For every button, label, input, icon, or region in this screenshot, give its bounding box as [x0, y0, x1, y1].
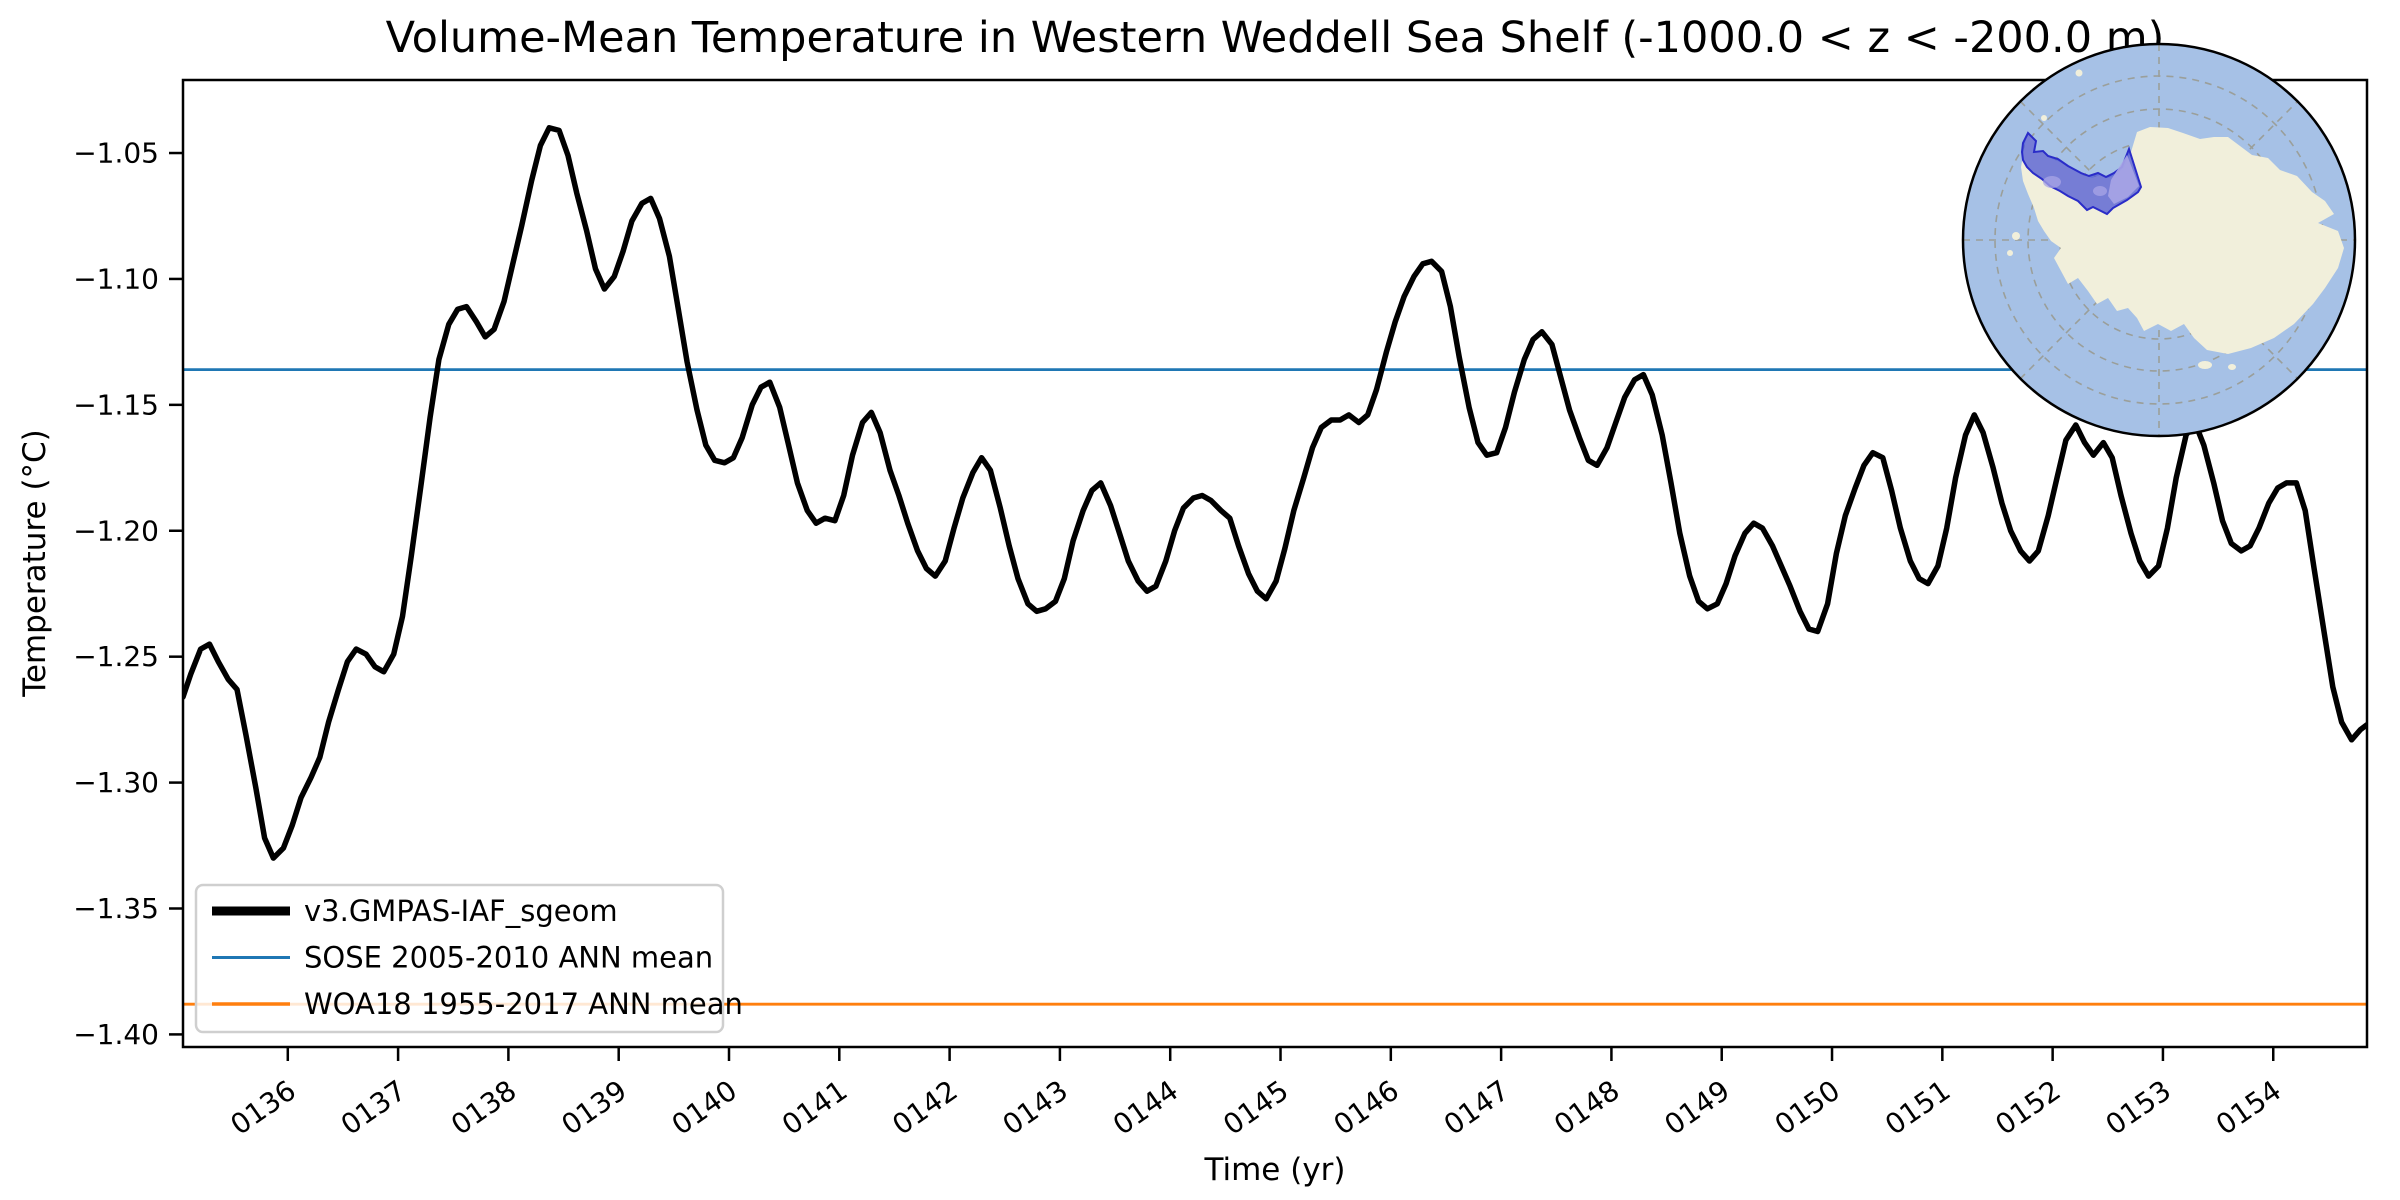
axes-frame [181, 78, 2369, 1049]
y-tick-label: −1.05 [73, 137, 159, 170]
x-tick-label: 0145 [1217, 1074, 1294, 1142]
y-tick-label: −1.30 [73, 766, 159, 799]
legend-entry-label: v3.GMPAS-IAF_sgeom [304, 894, 618, 928]
legend-entry-label: WOA18 1955-2017 ANN mean [304, 987, 743, 1021]
legend-box [194, 883, 725, 1034]
x-tick-label: 0139 [555, 1074, 632, 1142]
x-tick-label: 0141 [776, 1074, 853, 1142]
x-tick-label: 0142 [886, 1074, 963, 1142]
x-tick-label: 0144 [1107, 1074, 1184, 1142]
antarctica-inset-map [1961, 42, 2357, 438]
x-tick-label: 0150 [1769, 1074, 1846, 1142]
x-axis-label: Time (yr) [1204, 1152, 1346, 1188]
chart-title: Volume-Mean Temperature in Western Wedde… [386, 13, 2165, 63]
y-tick-label: −1.15 [73, 388, 159, 421]
y-tick-label: −1.35 [73, 892, 159, 925]
x-tick-label: 0143 [997, 1074, 1074, 1142]
y-axis-label: Temperature (°C) [17, 429, 53, 698]
map-border [1961, 42, 2357, 438]
x-tick-label: 0153 [2100, 1074, 2177, 1142]
legend-entry-label: SOSE 2005-2010 ANN mean [304, 940, 713, 974]
legend: v3.GMPAS-IAF_sgeom SOSE 2005-2010 ANN mea… [194, 883, 743, 1034]
y-tick-label: −1.20 [73, 514, 159, 547]
x-tick-label: 0146 [1328, 1074, 1405, 1142]
y-tick-label: −1.10 [73, 262, 159, 295]
y-tick-label: −1.40 [73, 1018, 159, 1051]
x-tick-label: 0137 [335, 1074, 412, 1142]
x-tick-label: 0138 [445, 1074, 522, 1142]
temperature-series-line [183, 125, 2367, 861]
map-highlight-region [2020, 131, 2143, 216]
x-tick-label: 0148 [1548, 1074, 1625, 1142]
x-tick-label: 0151 [1879, 1074, 1956, 1142]
x-tick-label: 0152 [1989, 1074, 2066, 1142]
x-tick-label: 0149 [1658, 1074, 1735, 1142]
x-tick-label: 0136 [224, 1074, 301, 1142]
x-tick-label: 0154 [2210, 1074, 2287, 1142]
x-tick-label: 0140 [666, 1074, 743, 1142]
legend-rows: v3.GMPAS-IAF_sgeom SOSE 2005-2010 ANN mea… [212, 894, 743, 1021]
x-tick-label: 0147 [1438, 1074, 1515, 1142]
y-tick-label: −1.25 [73, 640, 159, 673]
